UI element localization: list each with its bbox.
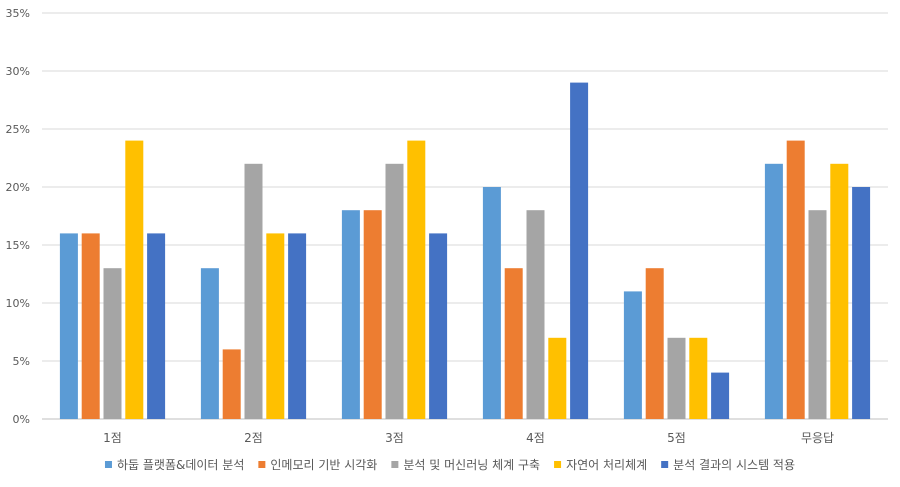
y-tick-label: 10% [6,297,30,310]
bar [786,140,805,419]
x-axis: 1점 2점 3점 4점 5점 무응답 [103,431,834,445]
bar [689,337,708,419]
bar [764,163,783,419]
legend-swatch [104,461,112,468]
bar [147,233,166,419]
bar [667,337,686,419]
legend-swatch [258,461,266,468]
bar [808,210,827,419]
x-tick-label: 1점 [103,431,122,445]
bar [59,233,78,419]
legend-label: 자연어 처리체계 [566,458,647,472]
bar [830,163,849,419]
y-tick-label: 15% [6,239,30,252]
x-tick-label: 3점 [385,431,404,445]
y-tick-label: 30% [6,65,30,78]
y-tick-label: 20% [6,181,30,194]
legend-label: 분석 및 머신러닝 체계 구축 [403,458,540,472]
bars [59,82,871,419]
bar [200,268,219,419]
bar [288,233,307,419]
bar [570,82,589,419]
bar [852,187,871,419]
bar [341,210,360,419]
gridlines [42,12,888,420]
bar [222,349,241,419]
y-tick-label: 35% [6,7,30,20]
bar [504,268,523,419]
x-tick-label: 2점 [244,431,263,445]
y-tick-label: 25% [6,123,30,136]
x-tick-label: 5점 [667,431,686,445]
x-tick-label: 무응답 [801,431,834,445]
y-axis: 0% 5% 10% 15% 20% 25% 30% 35% [6,7,30,426]
bar [363,210,382,419]
legend-label: 분석 결과의 시스템 적용 [673,458,795,472]
bar [244,163,263,419]
bar [266,233,285,419]
bar [407,140,426,419]
bar [711,372,730,419]
bar [645,268,664,419]
legend-swatch [391,461,399,468]
bar [548,337,567,419]
legend-label: 인메모리 기반 시각화 [270,458,377,472]
legend-swatch [554,461,562,468]
legend-label: 하둡 플랫폼&데이터 분석 [117,458,244,472]
bar [385,163,404,419]
bar [81,233,100,419]
y-tick-label: 5% [13,355,30,368]
bar [482,187,501,419]
y-tick-label: 0% [13,413,30,426]
bar [103,268,122,419]
bar [623,291,642,419]
bar [125,140,144,419]
bar [429,233,448,419]
x-tick-label: 4점 [526,431,545,445]
legend-swatch [661,461,669,468]
legend: 하둡 플랫폼&데이터 분석 인메모리 기반 시각화 분석 및 머신러닝 체계 구축 자… [104,458,795,472]
bar [526,210,545,419]
